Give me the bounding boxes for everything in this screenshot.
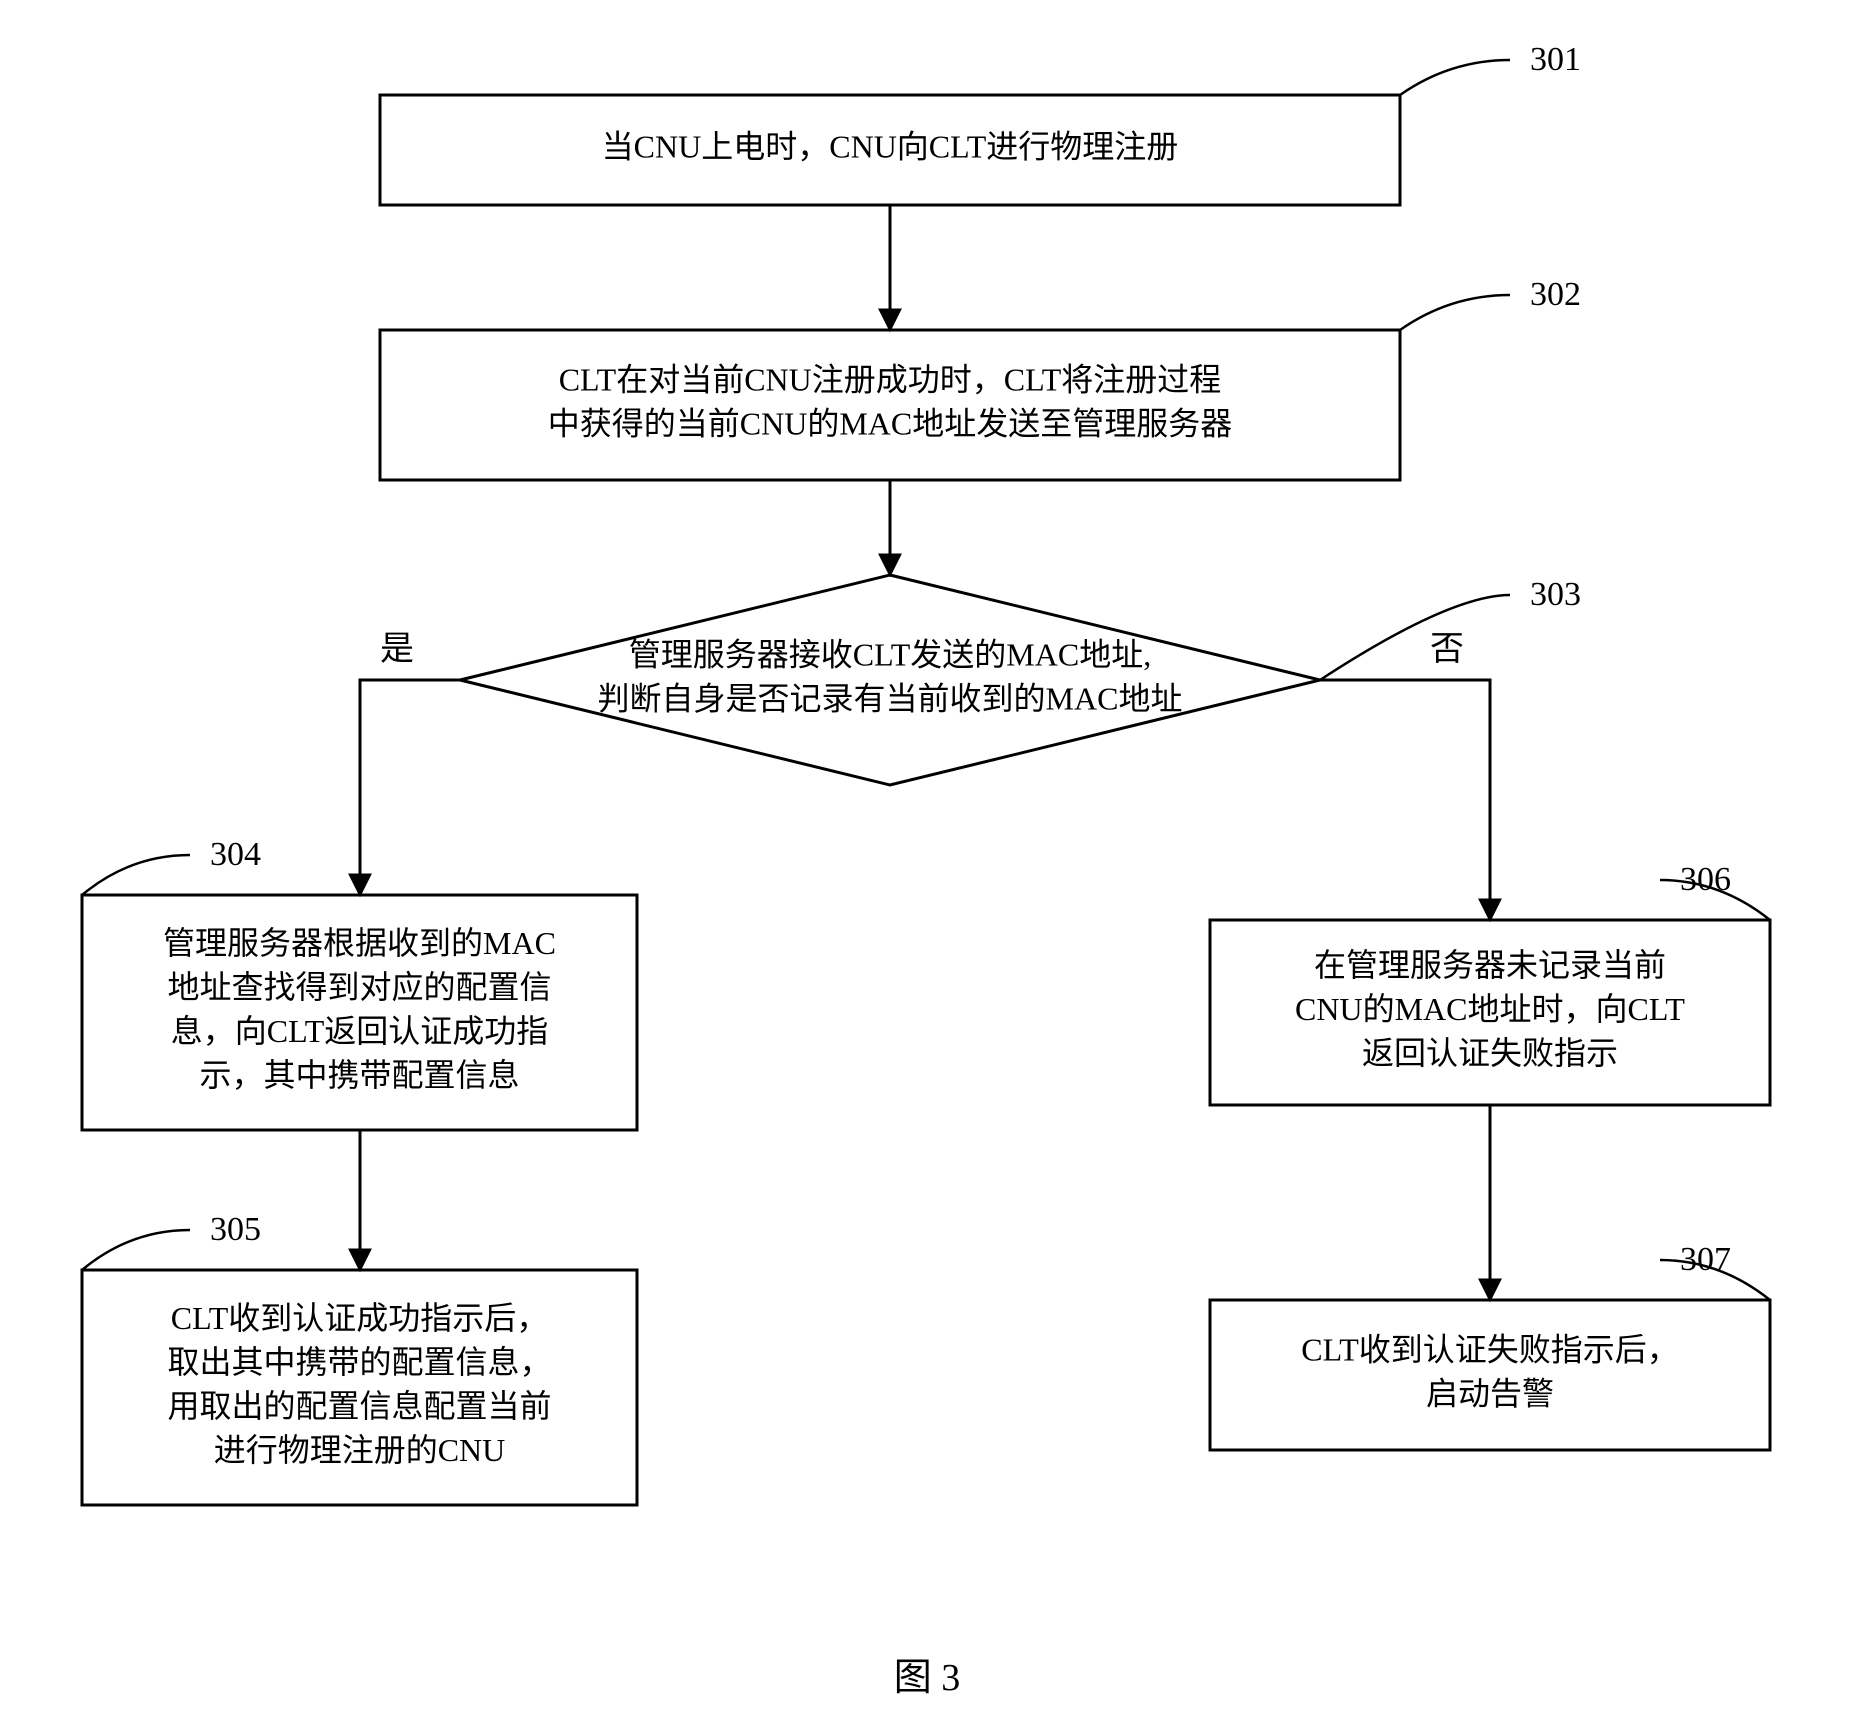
callout-label-306: 306 (1680, 861, 1731, 898)
no-label: 否 (1430, 631, 1464, 668)
b307-line-1: 启动告警 (1426, 1375, 1554, 1411)
callout-label-305: 305 (210, 1211, 261, 1248)
b301-line-0: 当CNU上电时，CNU向CLT进行物理注册 (602, 128, 1179, 164)
callout-label-307: 307 (1680, 1241, 1731, 1278)
b305-line-2: 用取出的配置信息配置当前 (167, 1388, 551, 1424)
b306-line-2: 返回认证失败指示 (1362, 1035, 1618, 1071)
callout-label-301: 301 (1530, 41, 1581, 78)
b304-line-3: 示，其中携带配置信息 (199, 1057, 519, 1093)
yes-label: 是 (380, 631, 414, 668)
b304-line-0: 管理服务器根据收到的MAC (163, 925, 556, 961)
b306-line-0: 在管理服务器未记录当前 (1314, 947, 1666, 983)
b305-line-1: 取出其中携带的配置信息， (167, 1344, 551, 1380)
b305-line-0: CLT收到认证成功指示后， (171, 1300, 549, 1336)
b304-line-1: 地址查找得到对应的配置信 (167, 969, 551, 1005)
b304-line-2: 息，向CLT返回认证成功指 (171, 1013, 549, 1049)
callout-label-304: 304 (210, 836, 261, 873)
callout-label-303: 303 (1530, 576, 1581, 613)
figure-caption: 图 3 (894, 1657, 961, 1699)
b302-line-1: 中获得的当前CNU的MAC地址发送至管理服务器 (548, 405, 1232, 441)
callout-label-302: 302 (1530, 276, 1581, 313)
b307-line-0: CLT收到认证失败指示后， (1301, 1331, 1679, 1367)
decision-line-1: 判断自身是否记录有当前收到的MAC地址 (598, 680, 1183, 716)
decision-line-0: 管理服务器接收CLT发送的MAC地址, (629, 636, 1151, 672)
b302-line-0: CLT在对当前CNU注册成功时，CLT将注册过程 (559, 361, 1222, 397)
b305-line-3: 进行物理注册的CNU (214, 1432, 506, 1468)
b306-line-1: CNU的MAC地址时，向CLT (1295, 991, 1685, 1027)
